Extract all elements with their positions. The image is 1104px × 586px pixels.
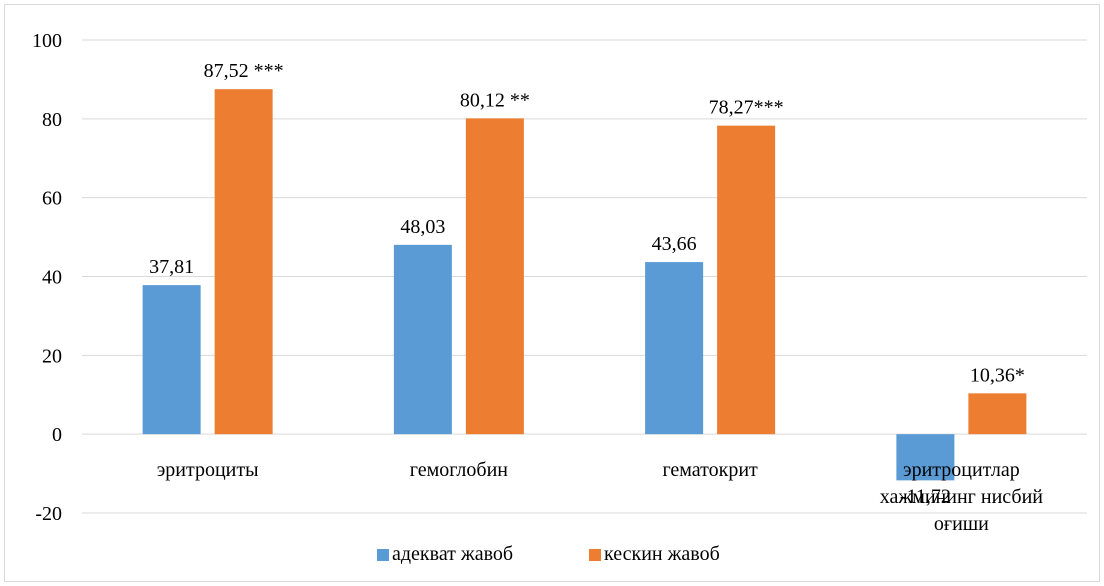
- bar-adequate-1: [393, 244, 452, 435]
- y-tick-label: 100: [32, 30, 62, 52]
- data-label: 80,12 **: [460, 89, 530, 111]
- y-tick-label: -20: [35, 503, 62, 525]
- legend-swatch: [377, 549, 389, 561]
- bar-sharp-0: [214, 89, 273, 435]
- y-tick-label: 80: [42, 109, 62, 131]
- bar-sharp-3: [968, 393, 1027, 435]
- bars: [142, 89, 1027, 481]
- bar-adequate-2: [645, 262, 704, 435]
- category-labels: эритроциты гемоглобин гематокрит эритроцитл…: [157, 459, 1044, 535]
- y-tick-label: 40: [42, 267, 62, 289]
- data-label: -11,72: [900, 485, 951, 507]
- data-label: 37,81: [149, 256, 194, 278]
- bar-adequate-3: [896, 434, 955, 481]
- category-label: хажмининг нисбий: [880, 486, 1044, 508]
- data-label: 10,36*: [970, 364, 1025, 386]
- bar-adequate-0: [142, 285, 201, 435]
- category-label: гемоглобин: [410, 459, 509, 481]
- legend-label: адекват жавоб: [392, 543, 513, 565]
- legend-label: кескин жавоб: [604, 543, 720, 565]
- data-label: 43,66: [652, 233, 697, 255]
- category-label: гематокрит: [662, 459, 758, 481]
- category-label: оғиши: [934, 513, 989, 535]
- data-label: 87,52 ***: [204, 60, 284, 82]
- y-tick-label: 20: [42, 345, 62, 367]
- data-label: 48,03: [400, 216, 445, 238]
- category-label: эритроцитлар: [903, 459, 1020, 481]
- y-axis-ticks: 100 80 60 40 20 0 -20: [32, 30, 62, 525]
- y-tick-label: 0: [52, 424, 62, 446]
- category-label: эритроциты: [157, 459, 259, 481]
- bar-sharp-1: [465, 118, 524, 435]
- legend: адекват жавоб кескин жавоб: [377, 543, 720, 565]
- bar-sharp-2: [717, 125, 776, 435]
- data-label: 78,27***: [709, 97, 784, 119]
- legend-swatch: [589, 549, 601, 561]
- data-labels: 37,81 87,52 *** 48,03 80,12 ** 43,66 78,27***…: [149, 60, 1025, 507]
- y-tick-label: 60: [42, 188, 62, 210]
